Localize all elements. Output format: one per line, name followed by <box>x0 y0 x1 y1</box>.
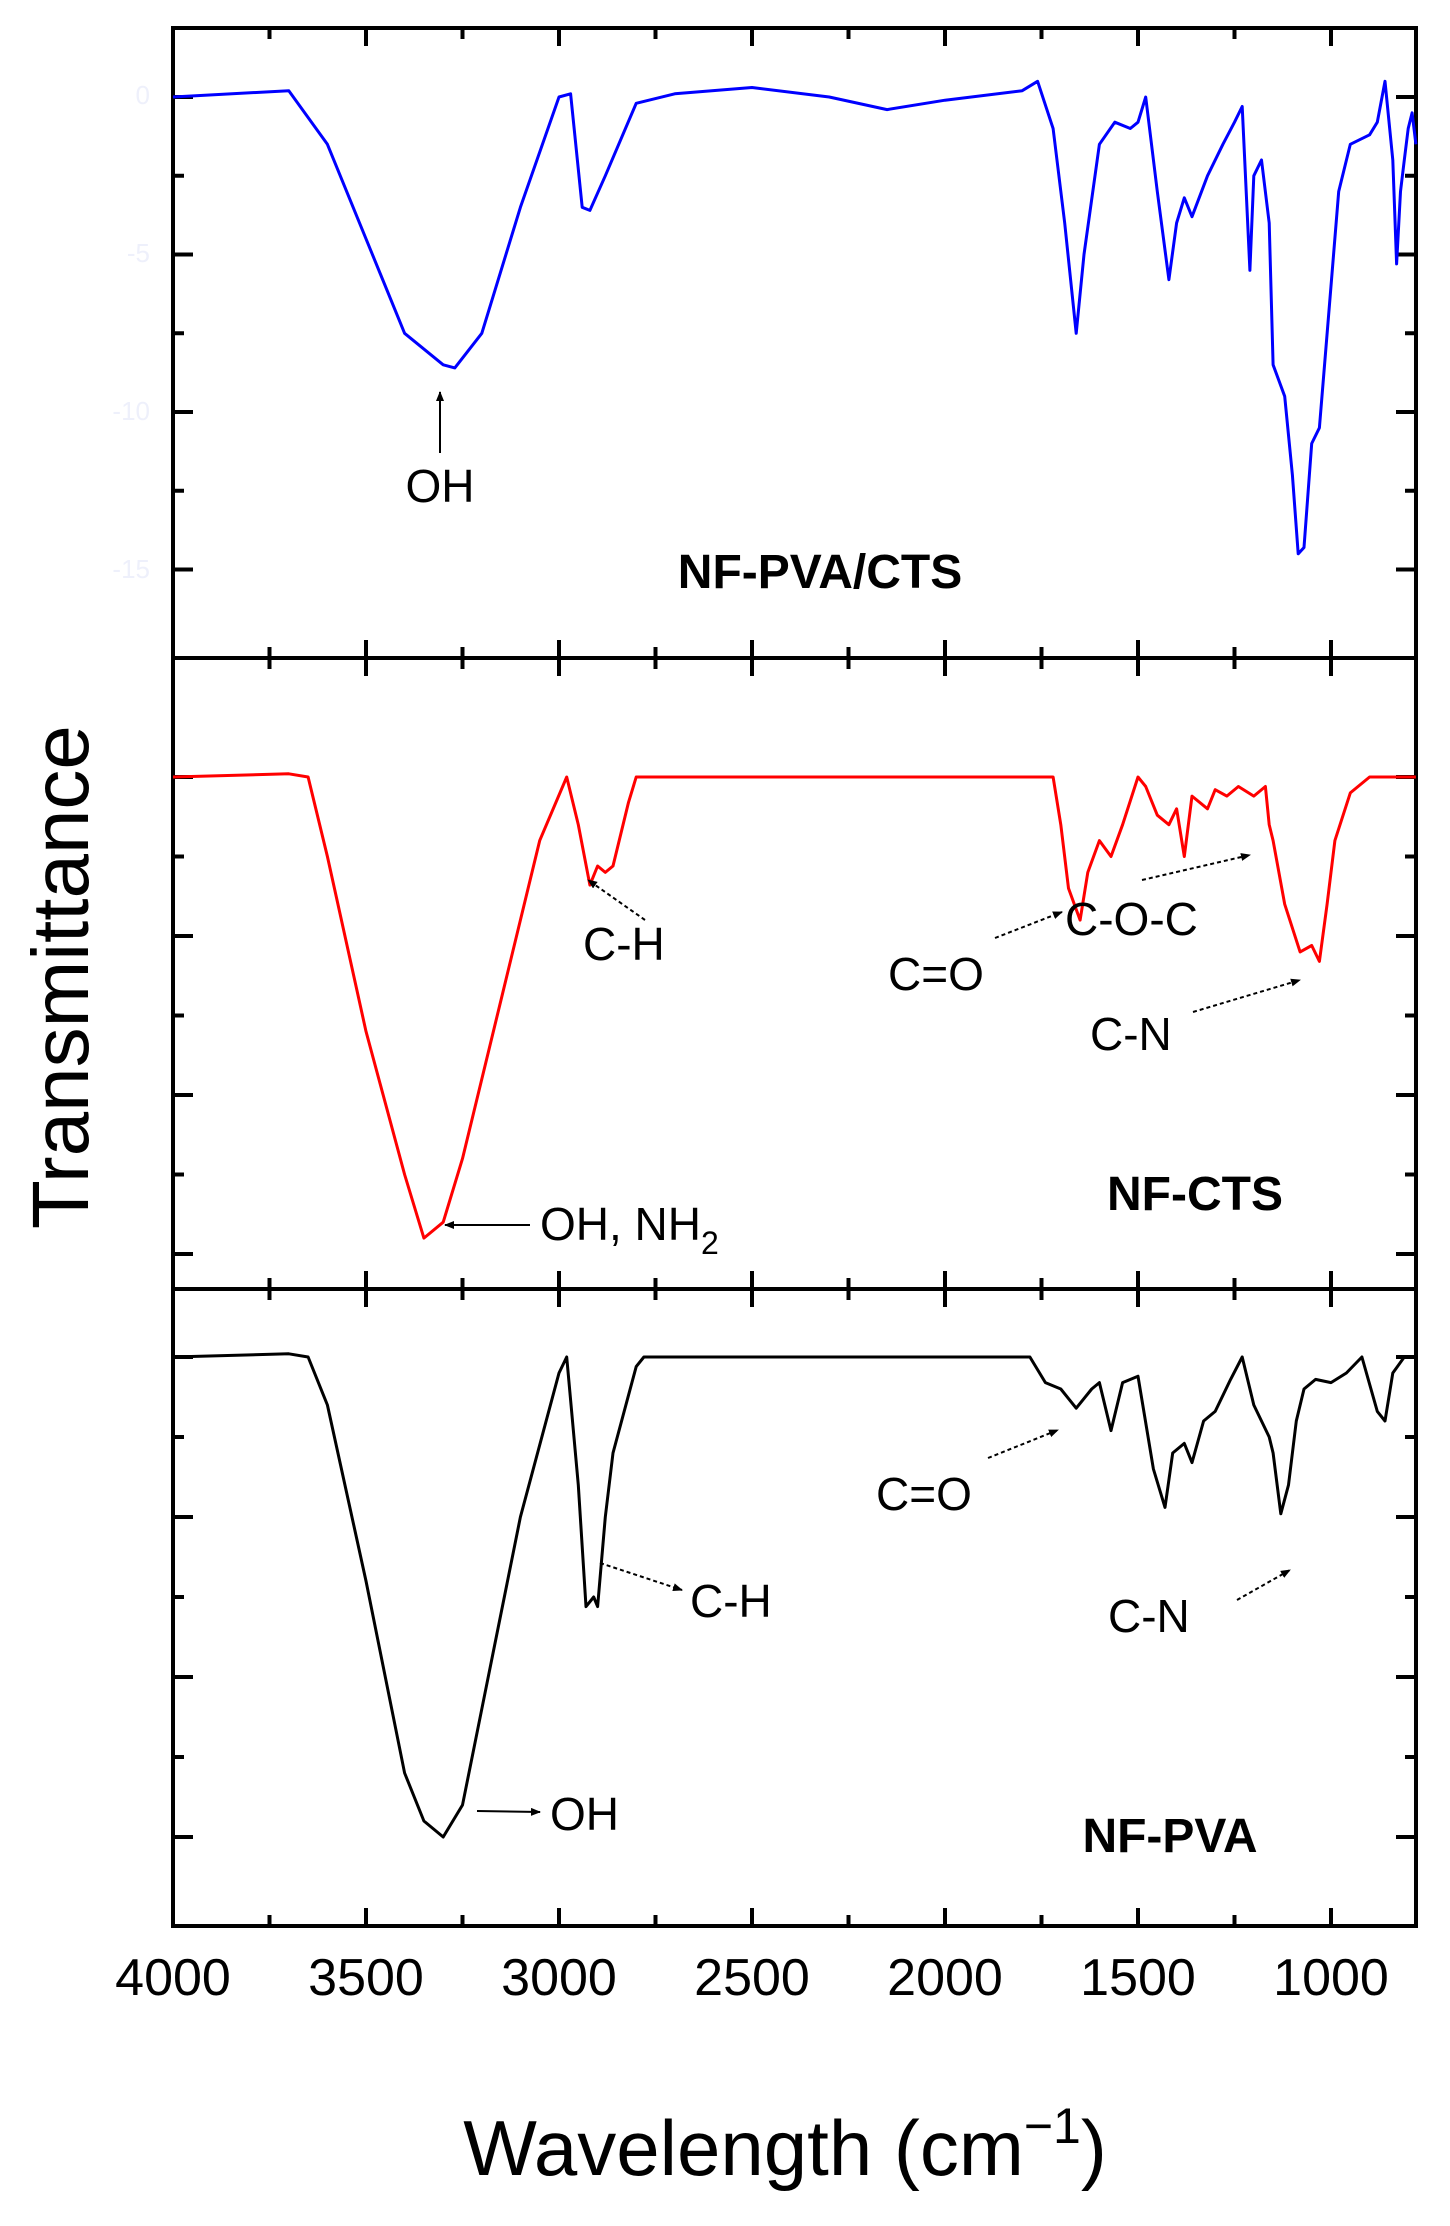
annotation-co: C=O <box>876 1468 972 1520</box>
arrow-icon <box>476 1807 541 1816</box>
curve-nf-cts <box>172 772 1416 1240</box>
annotation-co: C=O <box>888 948 984 1000</box>
annotation-coc: C-O-C <box>1065 893 1198 945</box>
x-axis-title: Wavelength (cm−1) <box>463 2098 1107 2192</box>
y-tick-labels-faint: 0 -5 -10 -15 <box>112 80 150 584</box>
arrow-icon <box>1236 1569 1291 1601</box>
annotation-oh: OH <box>406 460 475 512</box>
x-tick-4000: 4000 <box>115 1949 231 2007</box>
annotation-oh-nh2: OH, NH2 <box>540 1198 719 1261</box>
curve-nf-pva <box>172 1352 1416 1839</box>
x-tick-1500: 1500 <box>1080 1949 1196 2007</box>
panel-frames <box>171 26 1418 1928</box>
annotation-oh: OH <box>550 1788 619 1840</box>
y-tick-minus5: -5 <box>127 238 150 268</box>
x-tick-3500: 3500 <box>308 1949 424 2007</box>
annotation-ch: C-H <box>690 1575 772 1627</box>
panel-label-nf-pva: NF-PVA <box>1082 1810 1257 1863</box>
arrow-icon <box>587 879 646 921</box>
panel-label-nf-cts: NF-CTS <box>1107 1168 1283 1221</box>
arrow-icon <box>599 1562 683 1591</box>
arrow-icon <box>1141 853 1251 881</box>
arrow-icon <box>994 911 1063 939</box>
x-tick-3000: 3000 <box>501 1949 617 2007</box>
curve-nf-pva-cts <box>172 79 1418 556</box>
annotation-cn: C-N <box>1090 1008 1172 1060</box>
panel-label-nf-pva-cts: NF-PVA/CTS <box>678 546 962 599</box>
annotation-cn: C-N <box>1108 1590 1190 1642</box>
x-tick-2500: 2500 <box>694 1949 810 2007</box>
arrow-icon <box>987 1429 1059 1459</box>
x-tick-2000: 2000 <box>887 1949 1003 2007</box>
annotations-bot: C=O C-H C-N OH NF-PVA <box>476 1429 1291 1863</box>
plot-frame <box>171 26 1418 1928</box>
annotations-mid: C-H OH, NH2 C=O C-O-C C-N NF-CTS <box>444 853 1301 1261</box>
y-tick-minus15: -15 <box>112 554 150 584</box>
y-tick-0: 0 <box>136 80 150 110</box>
x-tick-1000: 1000 <box>1273 1949 1389 2007</box>
y-tick-minus10: -10 <box>112 396 150 426</box>
axis-ticks <box>171 28 1416 1926</box>
y-axis-title: Transmittance <box>16 725 105 1229</box>
x-tick-labels: 4000 3500 3000 2500 2000 1500 1000 <box>115 1949 1389 2007</box>
annotations-top: OH NF-PVA/CTS <box>406 391 962 599</box>
annotation-ch: C-H <box>583 918 665 970</box>
arrow-icon <box>1192 978 1301 1013</box>
